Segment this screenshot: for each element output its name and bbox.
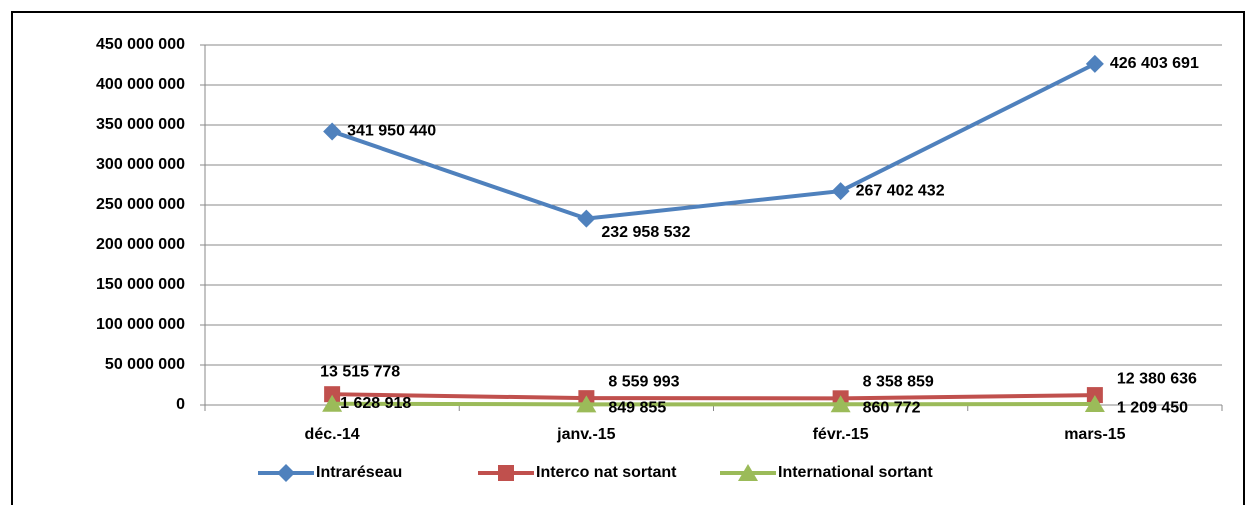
x-tick-label: janv.-15 [556,426,616,443]
data-label: 426 403 691 [1110,55,1199,72]
y-tick-label: 200 000 000 [96,236,185,253]
data-label: 8 559 993 [608,373,679,390]
data-label: 860 772 [863,400,921,417]
y-tick-label: 100 000 000 [96,316,185,333]
legend-marker [277,464,295,482]
data-point [830,395,851,413]
y-tick-label: 150 000 000 [96,276,185,293]
legend-marker [498,465,514,481]
data-point [577,209,596,228]
y-tick-label: 350 000 000 [96,116,185,133]
series-line [331,62,1096,221]
y-tick-label: 400 000 000 [96,76,185,93]
series-line [332,392,1095,401]
legend-marker [738,464,758,481]
data-label: 232 958 532 [601,224,690,241]
data-point [1084,395,1105,413]
x-tick-label: mars-15 [1064,426,1125,443]
y-tick-label: 50 000 000 [105,356,185,373]
data-point [322,394,343,412]
y-tick-label: 300 000 000 [96,156,185,173]
legend-label: Interco nat sortant [536,464,677,481]
series-line [332,401,1095,407]
data-label: 267 402 432 [856,182,945,199]
data-label: 341 950 440 [347,123,436,140]
legend-label: Intraréseau [316,464,402,481]
data-label: 8 358 859 [863,374,934,391]
x-tick-label: déc.-14 [305,426,360,443]
data-label: 13 515 778 [320,363,400,380]
data-label: 12 380 636 [1117,370,1197,387]
y-tick-label: 450 000 000 [96,36,185,53]
data-point [576,395,597,413]
chart-border [11,11,1245,510]
data-point [323,122,342,141]
y-tick-label: 0 [176,396,185,413]
data-point [831,182,850,201]
legend-label: International sortant [778,464,933,481]
y-tick-label: 250 000 000 [96,196,185,213]
data-label: 1 209 450 [1117,399,1188,416]
data-label: 1 628 918 [340,395,411,412]
data-point [1085,54,1104,73]
x-tick-label: févr.-15 [813,426,869,443]
data-point [324,386,341,403]
data-label: 849 855 [608,400,666,417]
